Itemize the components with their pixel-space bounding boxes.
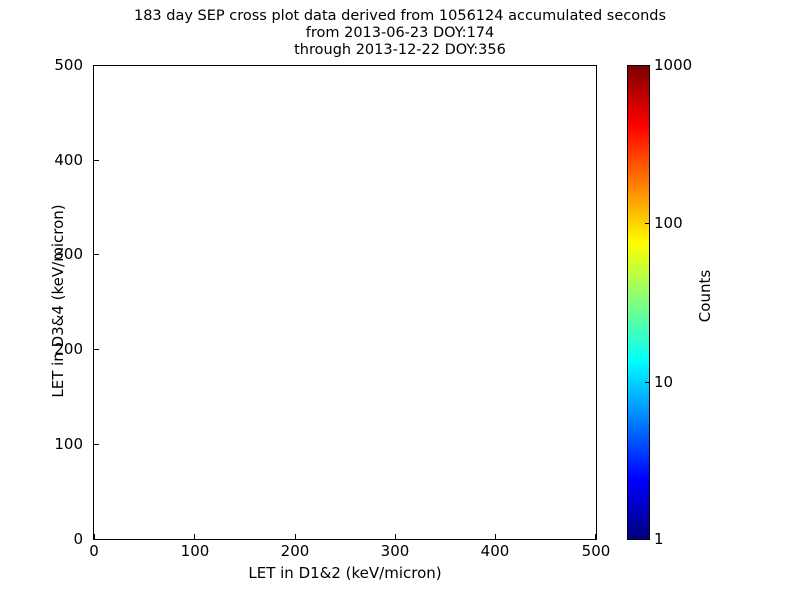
y-ticklabel-1: 100 [54,435,83,453]
colorbar-ticklabel-100: 100 [654,214,683,232]
title-line-1: 183 day SEP cross plot data derived from… [133,8,667,24]
y-tick-1 [94,444,99,446]
x-ticklabel-3: 300 [380,542,410,560]
colorbar-ticklabel-10: 10 [654,373,674,391]
colorbar-tick-1000 [645,65,650,67]
x-tick-4 [495,534,497,539]
title-line-3: through 2013-12-22 DOY:356 [294,42,506,58]
y-ticklabel-3: 300 [54,245,83,263]
x-axis-label: LET in D1&2 (keV/micron) [248,564,442,582]
colorbar-tick-10 [645,382,650,384]
colorbar-tick-1 [645,539,650,541]
x-tick-0 [94,534,96,539]
colorbar-tick-100 [645,223,650,225]
axes-frame [93,65,597,540]
plot-title: 183 day SEP cross plot data derived from… [0,8,800,59]
x-tick-3 [395,534,397,539]
y-tick-4 [94,160,99,162]
colorbar-axis-label: Counts [696,269,714,323]
colorbar-ticklabel-1000: 1000 [654,56,693,74]
y-ticklabel-0: 0 [73,530,83,548]
y-ticklabel-2: 200 [54,340,83,358]
x-tick-5 [595,534,597,539]
x-ticklabel-5: 500 [581,542,611,560]
y-tick-0 [94,539,99,541]
y-tick-5 [94,65,99,67]
y-axis-label: LET in D3&4 (keV/micron) [49,204,67,398]
x-ticklabel-2: 200 [280,542,310,560]
y-tick-3 [94,254,99,256]
x-tick-1 [194,534,196,539]
title-line-2: from 2013-06-23 DOY:174 [305,25,495,41]
colorbar-gradient [628,66,649,539]
x-ticklabel-0: 0 [89,542,99,560]
y-ticklabel-4: 400 [54,151,83,169]
x-tick-2 [295,534,297,539]
colorbar-frame [627,65,650,540]
colorbar-ticklabel-1: 1 [654,530,664,548]
y-ticklabel-5: 500 [54,56,83,74]
y-tick-2 [94,349,99,351]
x-ticklabel-4: 400 [480,542,510,560]
x-ticklabel-1: 100 [180,542,210,560]
